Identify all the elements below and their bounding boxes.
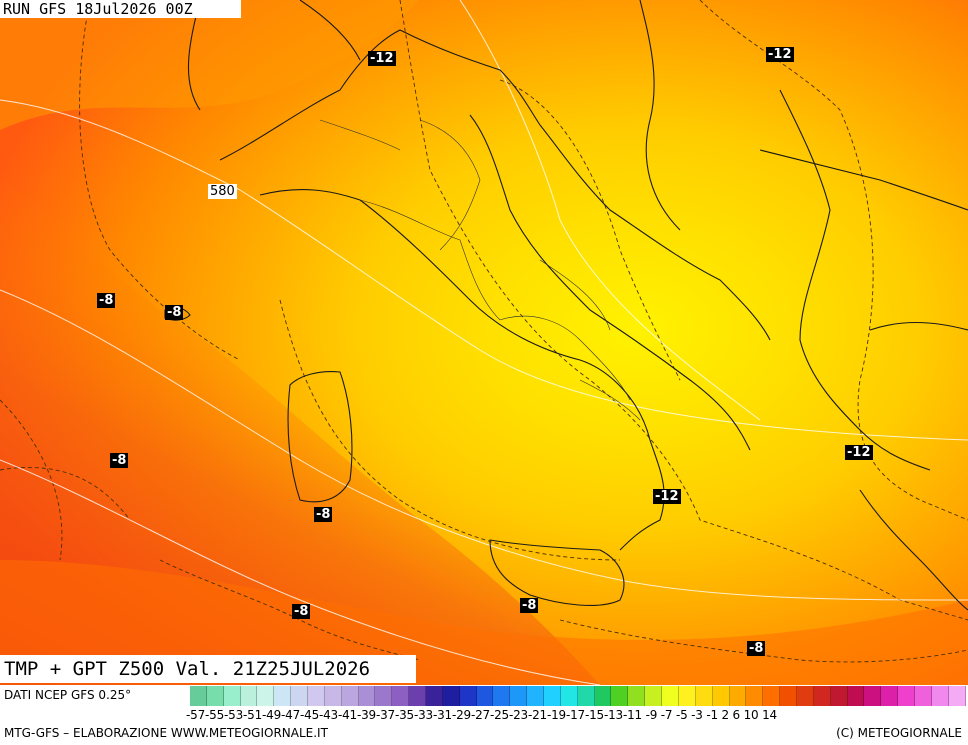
colorbar-swatch xyxy=(914,686,932,706)
warm-north-band xyxy=(0,0,420,130)
geopotential-lines xyxy=(0,0,968,685)
temp-label: -8 xyxy=(520,598,539,613)
run-title: RUN GFS 18Jul2026 00Z xyxy=(0,0,241,18)
colorbar xyxy=(190,686,966,706)
colorbar-swatch xyxy=(678,686,696,706)
colorbar-swatch xyxy=(847,686,865,706)
data-source: DATI NCEP GFS 0.25° xyxy=(4,688,132,702)
colorbar-swatch xyxy=(358,686,376,706)
temp-label: -12 xyxy=(368,51,396,66)
colorbar-swatch xyxy=(780,686,797,706)
colorbar-swatch xyxy=(442,686,460,706)
region-borders xyxy=(319,119,641,421)
colorbar-swatch xyxy=(190,686,207,706)
colorbar-swatch xyxy=(476,686,494,706)
temp-label: -8 xyxy=(110,453,129,468)
warm-west-area xyxy=(0,180,600,685)
colorbar-swatch xyxy=(577,686,595,706)
footer-copyright: (C) METEOGIORNALE xyxy=(836,726,962,740)
colorbar-swatch xyxy=(206,686,224,706)
colorbar-swatch xyxy=(544,686,561,706)
colorbar-swatch xyxy=(510,686,528,706)
colorbar-swatch xyxy=(493,686,511,706)
colorbar-swatch xyxy=(948,686,966,706)
warm-south-band xyxy=(0,560,968,685)
colorbar-swatch xyxy=(409,686,427,706)
colorbar-swatch xyxy=(746,686,764,706)
temp-label: -8 xyxy=(314,507,333,522)
gpt-label: 580 xyxy=(208,184,237,199)
colorbar-swatch xyxy=(712,686,730,706)
temp-label: -8 xyxy=(165,305,184,320)
temp-label: -12 xyxy=(845,445,873,460)
colorbar-ticks: -57-55-53-51-49-47-45-43-41-39-37-35-33-… xyxy=(186,708,777,722)
colorbar-swatch xyxy=(628,686,646,706)
temp-label: -8 xyxy=(97,293,116,308)
footer-credit: MTG-GFS – ELABORAZIONE WWW.METEOGIORNALE… xyxy=(4,726,328,740)
colorbar-swatch xyxy=(729,686,747,706)
colorbar-swatch xyxy=(898,686,915,706)
colorbar-swatch xyxy=(274,686,292,706)
colorbar-swatch xyxy=(796,686,814,706)
temp-label: -12 xyxy=(653,489,681,504)
colorbar-swatch xyxy=(662,686,679,706)
colorbar-swatch xyxy=(830,686,848,706)
colorbar-swatch xyxy=(611,686,629,706)
colorbar-swatch xyxy=(459,686,477,706)
colorbar-swatch xyxy=(695,686,713,706)
valid-title: TMP + GPT Z500 Val. 21Z25JUL2026 xyxy=(0,655,416,683)
weather-map xyxy=(0,0,968,685)
colorbar-swatch xyxy=(257,686,275,706)
colorbar-swatch xyxy=(308,686,325,706)
colorbar-swatch xyxy=(291,686,309,706)
temp-label: -8 xyxy=(292,604,311,619)
colorbar-swatch xyxy=(560,686,578,706)
colorbar-swatch xyxy=(223,686,241,706)
colorbar-swatch xyxy=(763,686,781,706)
colorbar-swatch xyxy=(375,686,393,706)
temp-label: -12 xyxy=(766,47,794,62)
colorbar-swatch xyxy=(881,686,899,706)
colorbar-swatch xyxy=(864,686,882,706)
colorbar-swatch xyxy=(324,686,342,706)
colorbar-swatch xyxy=(392,686,410,706)
colorbar-swatch xyxy=(645,686,663,706)
colorbar-swatch xyxy=(341,686,359,706)
colorbar-swatch xyxy=(240,686,258,706)
colorbar-swatch xyxy=(426,686,443,706)
colorbar-swatch xyxy=(594,686,612,706)
colorbar-swatch xyxy=(527,686,545,706)
coastlines xyxy=(164,0,968,611)
temp-label: -8 xyxy=(747,641,766,656)
colorbar-swatch xyxy=(931,686,949,706)
colorbar-swatch xyxy=(813,686,831,706)
